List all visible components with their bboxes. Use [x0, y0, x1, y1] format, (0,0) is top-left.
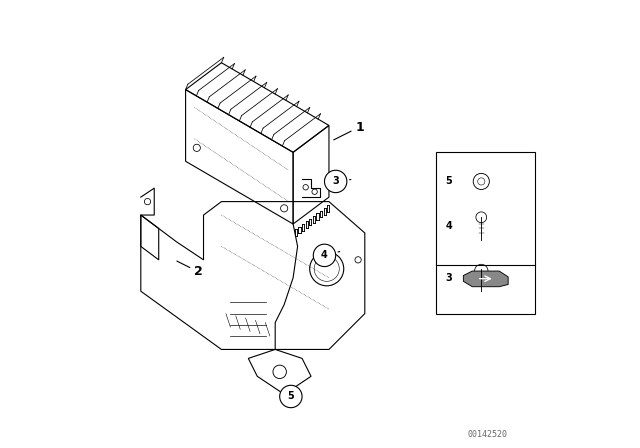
Text: 3: 3 [445, 273, 452, 283]
Circle shape [280, 385, 302, 408]
Circle shape [314, 244, 336, 267]
Text: 4: 4 [321, 250, 328, 260]
Bar [436, 152, 535, 314]
Polygon shape [463, 271, 508, 287]
Text: 2: 2 [194, 264, 202, 278]
Text: 5: 5 [287, 392, 294, 401]
Text: 5: 5 [445, 177, 452, 186]
Text: 1: 1 [356, 121, 365, 134]
Circle shape [324, 170, 347, 193]
Text: 3: 3 [332, 177, 339, 186]
Text: 4: 4 [445, 221, 452, 231]
Text: 00142520: 00142520 [468, 430, 508, 439]
